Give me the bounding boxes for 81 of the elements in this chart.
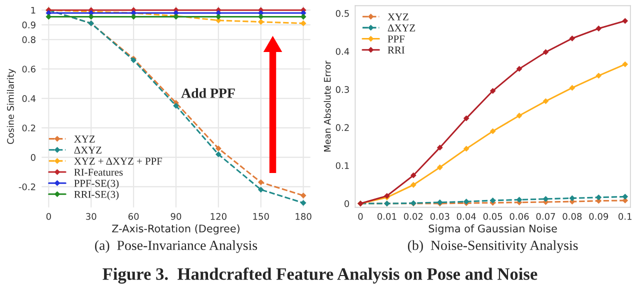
legend-label: ΔXYZ bbox=[388, 24, 416, 32]
x-axis-title: Sigma of Gaussian Noise bbox=[428, 224, 557, 234]
x-tick-label: 0 bbox=[46, 213, 51, 220]
y-tick-label: 0.9 bbox=[22, 22, 36, 28]
x-tick-label: 0.04 bbox=[456, 213, 476, 220]
x-tick-label: 0.03 bbox=[430, 213, 450, 220]
point bbox=[215, 151, 222, 158]
point bbox=[542, 98, 549, 104]
x-tick-label: 0.05 bbox=[483, 213, 502, 220]
y-tick-label: 0.1 bbox=[336, 162, 349, 170]
point bbox=[173, 102, 179, 109]
y-tick-label: -0.2 bbox=[18, 183, 36, 190]
point bbox=[258, 18, 264, 25]
y-tick-label: 0.4 bbox=[336, 48, 350, 55]
y-tick-label: 1 bbox=[31, 6, 36, 14]
point bbox=[490, 128, 496, 134]
y-tick-label: 0.5 bbox=[336, 10, 349, 17]
point bbox=[300, 192, 306, 198]
point bbox=[215, 146, 222, 152]
legend-label: XYZ bbox=[74, 136, 95, 142]
x-tick-label: 0.01 bbox=[378, 213, 396, 220]
point bbox=[569, 195, 576, 202]
legend-label: XYZ bbox=[388, 13, 408, 20]
point bbox=[516, 66, 522, 72]
point bbox=[516, 112, 522, 119]
point bbox=[542, 49, 549, 56]
point bbox=[622, 18, 628, 24]
point bbox=[436, 144, 443, 151]
x-tick-label: 0.09 bbox=[589, 213, 608, 220]
x-tick-label: 120 bbox=[210, 213, 226, 220]
y-tick-label: 0.3 bbox=[336, 86, 349, 93]
text: (b) Noise-Sensitivity Analysis bbox=[408, 240, 578, 253]
point bbox=[622, 61, 628, 68]
legend-label: XYZ + ΔXYZ + PPF bbox=[74, 158, 162, 165]
y-tick-label: 0.6 bbox=[22, 66, 36, 73]
point bbox=[463, 146, 470, 152]
point bbox=[569, 84, 576, 91]
x-tick-label: 0.08 bbox=[562, 213, 582, 220]
legend-label: RI-Features bbox=[74, 168, 123, 176]
x-tick-label: 0.1 bbox=[618, 213, 632, 220]
x-axis-title: Z-Axis-Rotation (Degree) bbox=[112, 224, 240, 234]
y-tick-label: 0.2 bbox=[22, 124, 36, 132]
point bbox=[410, 182, 416, 188]
point bbox=[258, 186, 264, 193]
point bbox=[542, 196, 549, 202]
point bbox=[622, 194, 628, 200]
x-tick-label: 30 bbox=[86, 213, 96, 220]
point bbox=[569, 35, 576, 42]
x-tick-label: 150 bbox=[253, 213, 269, 220]
point bbox=[410, 172, 416, 178]
x-tick-label: 0.06 bbox=[510, 213, 529, 220]
y-tick-label: 0 bbox=[344, 200, 350, 208]
point bbox=[596, 194, 602, 200]
legend-label: RRI bbox=[388, 46, 404, 54]
x-tick-label: 180 bbox=[296, 213, 312, 220]
point bbox=[490, 88, 496, 94]
legend-label: ΔXYZ bbox=[74, 146, 102, 154]
y-tick-label: 0 bbox=[30, 154, 36, 161]
x-tick-label: 90 bbox=[170, 213, 182, 220]
legend-label: PPF-SE(3) bbox=[74, 180, 119, 189]
point bbox=[596, 26, 602, 32]
x-tick-label: 60 bbox=[128, 213, 139, 220]
y-tick-label: 0.4 bbox=[22, 95, 36, 102]
point bbox=[490, 198, 496, 204]
y-axis-title: Cosine Similarity bbox=[6, 68, 16, 144]
point bbox=[596, 72, 602, 79]
x-tick-label: 0.07 bbox=[536, 213, 555, 220]
legend-label: RRI-SE(3) bbox=[74, 190, 119, 200]
x-tick-label: 0 bbox=[358, 213, 363, 220]
y-tick-label: 0.2 bbox=[336, 124, 349, 131]
point bbox=[258, 179, 264, 186]
y-tick-label: 0.8 bbox=[22, 36, 36, 44]
point bbox=[436, 164, 443, 170]
text: (a) Pose-Invariance Analysis bbox=[95, 240, 258, 253]
x-tick-label: 0.02 bbox=[404, 213, 423, 220]
legend-label: PPF bbox=[388, 36, 404, 42]
point bbox=[463, 115, 470, 122]
caption: Figure 3. Handcrafted Feature Analysis on Pose and Noise bbox=[102, 268, 538, 284]
y-axis-title: Mean Absolute Error bbox=[324, 60, 331, 152]
point bbox=[300, 200, 306, 206]
annotation: Add PPF bbox=[181, 88, 235, 98]
